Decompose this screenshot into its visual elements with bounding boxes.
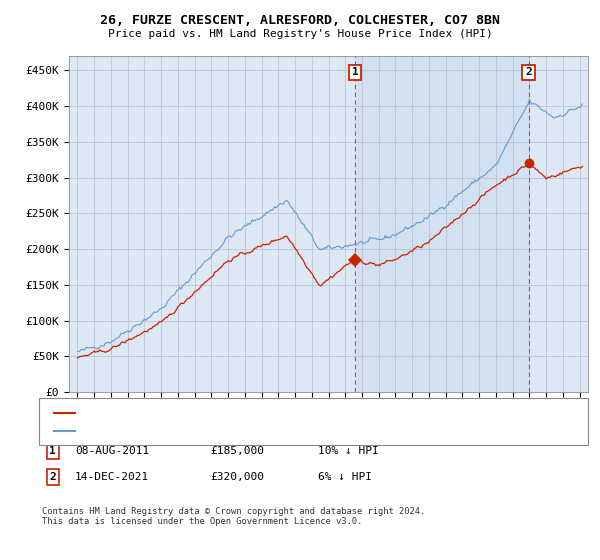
Text: 10% ↓ HPI: 10% ↓ HPI [318,446,379,456]
Bar [355,56,529,392]
Text: HPI: Average price, detached house, Tendring: HPI: Average price, detached house, Tend… [80,427,333,436]
Text: 26, FURZE CRESCENT, ALRESFORD, COLCHESTER, CO7 8BN: 26, FURZE CRESCENT, ALRESFORD, COLCHESTE… [100,14,500,27]
Text: 08-AUG-2011: 08-AUG-2011 [75,446,149,456]
Text: £320,000: £320,000 [210,472,264,482]
Text: 1: 1 [49,446,56,456]
Text: 26, FURZE CRESCENT, ALRESFORD, COLCHESTER, CO7 8BN (detached house): 26, FURZE CRESCENT, ALRESFORD, COLCHESTE… [80,408,465,417]
Text: 6% ↓ HPI: 6% ↓ HPI [318,472,372,482]
Text: Contains HM Land Registry data © Crown copyright and database right 2024.
This d: Contains HM Land Registry data © Crown c… [42,507,425,526]
Text: Price paid vs. HM Land Registry's House Price Index (HPI): Price paid vs. HM Land Registry's House … [107,29,493,39]
Text: 2: 2 [525,67,532,77]
Text: 2: 2 [49,472,56,482]
Text: 14-DEC-2021: 14-DEC-2021 [75,472,149,482]
Text: £185,000: £185,000 [210,446,264,456]
Text: 1: 1 [352,67,358,77]
